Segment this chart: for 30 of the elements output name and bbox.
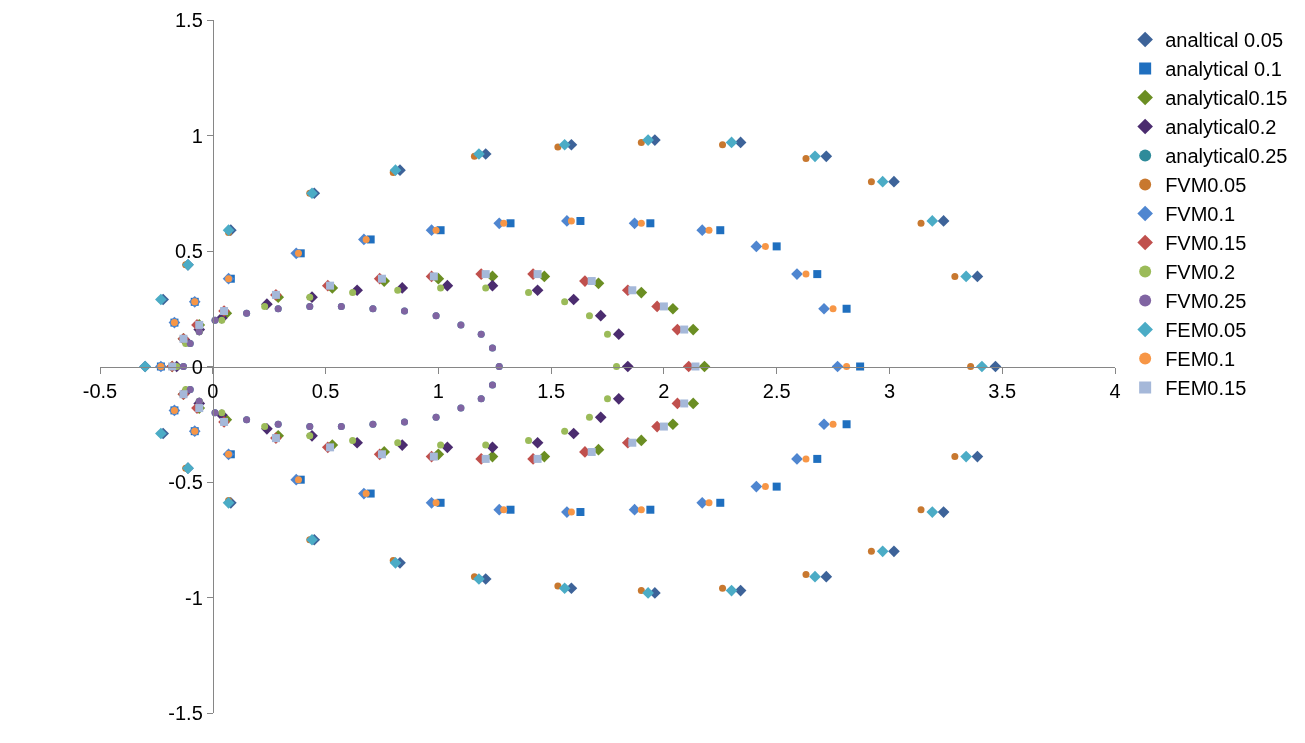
- legend-label: analytical0.2: [1165, 116, 1277, 139]
- x-tick-label: 2.5: [762, 379, 791, 402]
- y-tick-label: 0.5: [174, 240, 203, 262]
- y-tick-label: 1.5: [174, 9, 203, 31]
- y-tick-label: 0: [191, 355, 203, 378]
- x-tick-label: 0: [207, 379, 219, 402]
- legend-label: analytical0.15: [1165, 87, 1288, 110]
- legend-label: FEM0.05: [1165, 319, 1247, 342]
- legend-label: analtical 0.05: [1165, 29, 1284, 52]
- x-tick-label: 3.5: [988, 379, 1017, 402]
- legend-label: FEM0.1: [1165, 348, 1236, 371]
- x-tick-label: -0.5: [82, 379, 118, 402]
- legend-label: analytical0.25: [1165, 145, 1288, 168]
- y-tick-label: 1: [191, 124, 203, 147]
- legend-label: FVM0.25: [1165, 290, 1247, 313]
- legend-label: FVM0.1: [1165, 203, 1236, 226]
- x-tick-label: 2: [658, 379, 670, 402]
- legend-label: FVM0.15: [1165, 232, 1247, 255]
- x-tick-label: 0.5: [311, 379, 340, 402]
- x-tick-label: 3: [883, 379, 895, 402]
- legend-label: analytical 0.1: [1165, 58, 1282, 81]
- legend-label: FVM0.2: [1165, 261, 1236, 284]
- legend-label: FEM0.15: [1165, 377, 1247, 400]
- x-tick-label: 1: [432, 379, 444, 402]
- x-tick-label: 4: [1109, 379, 1121, 402]
- x-tick-label: 1.5: [537, 379, 566, 402]
- y-tick-label: -1: [184, 586, 203, 609]
- y-tick-label: -0.5: [168, 471, 203, 493]
- legend-label: FVM0.05: [1165, 174, 1247, 197]
- y-tick-label: -1.5: [168, 702, 203, 724]
